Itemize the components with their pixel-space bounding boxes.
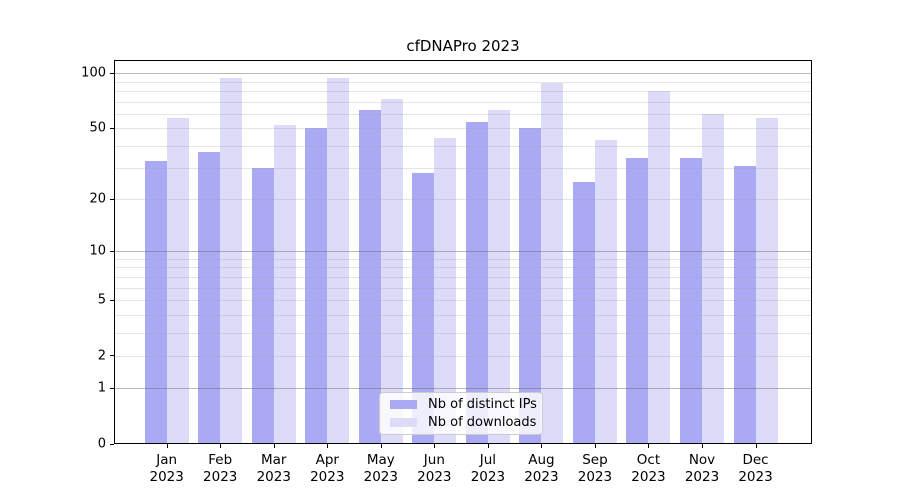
x-tick-mark-mar [273, 444, 275, 448]
x-tick-mark-aug [541, 444, 543, 448]
y-tick-mark-1 [110, 387, 114, 389]
x-tick-label-jun: Jun 2023 [417, 452, 452, 485]
bar-feb-distinct-ips [198, 151, 221, 444]
y-tick-mark-2 [110, 355, 114, 357]
legend-label-downloads: Nb of downloads [428, 415, 537, 430]
plot-area [114, 60, 812, 444]
gridline-minor-5 [114, 300, 812, 302]
gridline-minor-80 [114, 90, 812, 92]
bar-jun-downloads [434, 138, 457, 444]
x-tick-mark-dec [755, 444, 757, 448]
bar-apr-distinct-ips [305, 128, 328, 444]
y-tick-mark-10 [110, 250, 114, 252]
bar-aug-distinct-ips [519, 128, 542, 444]
chart-title: cfDNAPro 2023 [406, 37, 520, 55]
gridline-minor-4 [114, 314, 812, 316]
bar-jan-distinct-ips [144, 160, 167, 444]
bar-sep-distinct-ips [572, 182, 595, 444]
bar-dec-downloads [755, 117, 778, 444]
x-tick-label-apr: Apr 2023 [310, 452, 345, 485]
gridline-minor-40 [114, 145, 812, 147]
gridline-minor-50 [114, 128, 812, 130]
gridline-minor-60 [114, 113, 812, 115]
gridline-major-100 [114, 73, 812, 75]
bar-feb-downloads [220, 78, 243, 444]
gridline-minor-70 [114, 101, 812, 103]
legend-item-downloads: Nb of downloads [390, 415, 542, 430]
bar-apr-downloads [327, 78, 350, 444]
y-tick-mark-0 [110, 443, 114, 445]
bar-jan-downloads [166, 117, 189, 444]
gridline-minor-6 [114, 287, 812, 289]
bar-may-distinct-ips [358, 109, 381, 444]
gridline-minor-8 [114, 267, 812, 269]
bar-sep-downloads [594, 139, 617, 444]
bar-dec-distinct-ips [733, 165, 756, 444]
bar-nov-distinct-ips [680, 158, 702, 444]
y-tick-mark-50 [110, 127, 114, 129]
x-tick-mark-jan [166, 444, 168, 448]
y-tick-label-1: 1 [97, 380, 106, 396]
x-tick-label-oct: Oct 2023 [631, 452, 666, 485]
gridline-minor-30 [114, 168, 812, 170]
y-tick-label-100: 100 [81, 65, 106, 81]
x-tick-mark-sep [594, 444, 596, 448]
legend-item-distinct-ips: Nb of distinct IPs [390, 397, 542, 412]
bar-jul-downloads [487, 109, 510, 444]
x-tick-label-jul: Jul 2023 [470, 452, 506, 485]
x-tick-mark-nov [702, 444, 703, 448]
y-tick-label-2: 2 [97, 348, 106, 364]
x-tick-label-nov: Nov 2023 [684, 452, 720, 485]
y-tick-mark-20 [110, 198, 114, 200]
bar-mar-distinct-ips [251, 168, 274, 444]
x-tick-mark-oct [648, 444, 650, 448]
x-tick-label-jan: Jan 2023 [149, 452, 184, 485]
x-tick-label-feb: Feb 2023 [203, 452, 238, 485]
gridline-minor-3 [114, 332, 812, 334]
legend-swatch-distinct-ips [390, 400, 417, 409]
legend-label-distinct-ips: Nb of distinct IPs [428, 397, 537, 412]
bar-jul-distinct-ips [465, 122, 488, 444]
bar-nov-downloads [702, 113, 724, 444]
y-tick-label-0: 0 [97, 436, 106, 452]
x-tick-mark-apr [327, 444, 329, 448]
y-tick-mark-5 [110, 299, 114, 301]
x-tick-label-aug: Aug 2023 [524, 452, 559, 485]
gridline-minor-20 [114, 199, 812, 201]
gridline-major-10 [114, 251, 812, 253]
x-tick-mark-jul [487, 444, 489, 448]
gridline-minor-9 [114, 259, 812, 260]
bar-oct-distinct-ips [626, 158, 649, 444]
bar-may-downloads [380, 99, 403, 444]
bar-aug-downloads [541, 83, 564, 444]
x-tick-label-sep: Sep 2023 [577, 452, 613, 485]
x-tick-mark-feb [220, 444, 222, 448]
y-tick-mark-100 [110, 72, 114, 74]
y-tick-label-5: 5 [97, 292, 106, 308]
bar-mar-downloads [273, 125, 296, 444]
y-tick-label-50: 50 [89, 120, 106, 136]
y-tick-label-20: 20 [89, 191, 106, 207]
gridline-minor-90 [114, 81, 812, 83]
gridline-minor-7 [114, 276, 812, 278]
legend: Nb of distinct IPs Nb of downloads [379, 392, 543, 435]
x-tick-mark-may [380, 444, 382, 448]
x-tick-mark-jun [434, 444, 436, 448]
x-tick-label-dec: Dec 2023 [738, 452, 773, 485]
bar-jun-distinct-ips [412, 173, 435, 444]
y-tick-label-10: 10 [89, 243, 106, 259]
legend-swatch-downloads [390, 418, 417, 427]
gridline-major-1 [114, 388, 812, 390]
bar-oct-downloads [648, 90, 671, 444]
gridline-minor-2 [114, 355, 812, 357]
x-tick-label-mar: Mar 2023 [256, 452, 291, 485]
x-tick-label-may: May 2023 [363, 452, 398, 485]
